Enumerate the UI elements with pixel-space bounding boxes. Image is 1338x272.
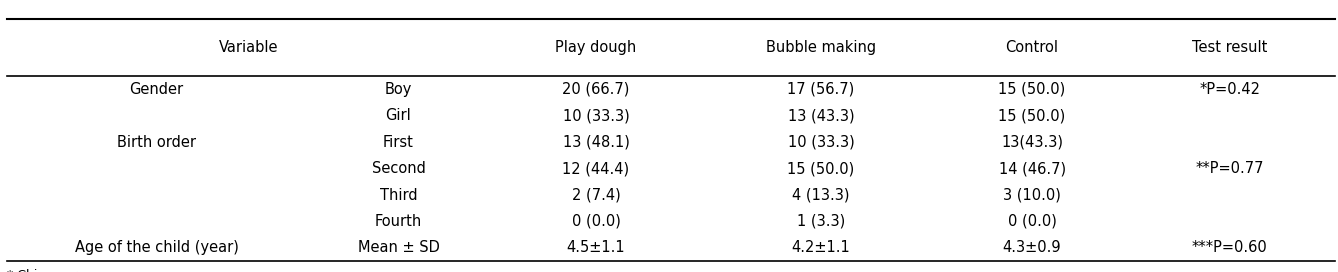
Text: 13(43.3): 13(43.3) (1001, 135, 1064, 150)
Text: 15 (50.0): 15 (50.0) (787, 161, 855, 176)
Text: 17 (56.7): 17 (56.7) (787, 82, 855, 97)
Text: 15 (50.0): 15 (50.0) (998, 82, 1066, 97)
Text: 4 (13.3): 4 (13.3) (792, 188, 850, 203)
Text: Bubble making: Bubble making (765, 40, 876, 55)
Text: 4.2±1.1: 4.2±1.1 (792, 240, 850, 255)
Text: *P=0.42: *P=0.42 (1199, 82, 1260, 97)
Text: First: First (383, 135, 413, 150)
Text: Variable: Variable (219, 40, 278, 55)
Text: Boy: Boy (385, 82, 412, 97)
Text: Birth order: Birth order (118, 135, 197, 150)
Text: Girl: Girl (385, 108, 411, 123)
Text: Fourth: Fourth (375, 214, 421, 229)
Text: Test result: Test result (1192, 40, 1267, 55)
Text: 12 (44.4): 12 (44.4) (562, 161, 630, 176)
Text: Gender: Gender (130, 82, 183, 97)
Text: Control: Control (1006, 40, 1058, 55)
Text: 14 (46.7): 14 (46.7) (998, 161, 1065, 176)
Text: 10 (33.3): 10 (33.3) (563, 108, 629, 123)
Text: 0 (0.0): 0 (0.0) (1008, 214, 1057, 229)
Text: 0 (0.0): 0 (0.0) (571, 214, 621, 229)
Text: ***P=0.60: ***P=0.60 (1192, 240, 1267, 255)
Text: 4.5±1.1: 4.5±1.1 (567, 240, 625, 255)
Text: 13 (48.1): 13 (48.1) (562, 135, 629, 150)
Text: 10 (33.3): 10 (33.3) (788, 135, 854, 150)
Text: Third: Third (380, 188, 417, 203)
Text: Age of the child (year): Age of the child (year) (75, 240, 238, 255)
Text: 4.3±0.9: 4.3±0.9 (1002, 240, 1061, 255)
Text: 3 (10.0): 3 (10.0) (1004, 188, 1061, 203)
Text: Play dough: Play dough (555, 40, 637, 55)
Text: 2 (7.4): 2 (7.4) (571, 188, 621, 203)
Text: * Chi-square: * Chi-square (7, 269, 84, 272)
Text: Mean ± SD: Mean ± SD (357, 240, 439, 255)
Text: 1 (3.3): 1 (3.3) (797, 214, 846, 229)
Text: 15 (50.0): 15 (50.0) (998, 108, 1066, 123)
Text: **P=0.77: **P=0.77 (1195, 161, 1264, 176)
Text: Second: Second (372, 161, 425, 176)
Text: 13 (43.3): 13 (43.3) (788, 108, 854, 123)
Text: 20 (66.7): 20 (66.7) (562, 82, 630, 97)
